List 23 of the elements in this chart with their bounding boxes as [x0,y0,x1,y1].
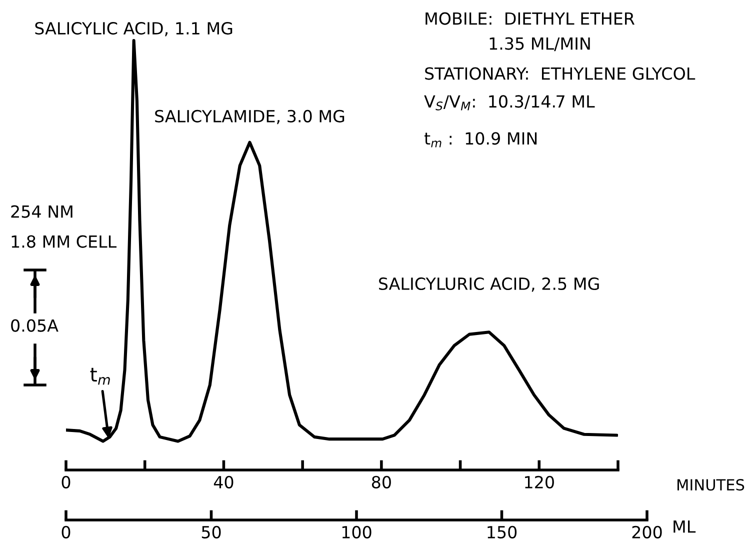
text: 0.05A [11,319,58,332]
annotation: SALICYLIC ACID, 1.1 MG [35,22,232,36]
annotation: SALICYLAMIDE, 3.0 MG [155,110,344,124]
annotation: 254 NM [11,205,72,218]
annotation: STATIONARY: ETHYLENE GLYCOL [425,67,696,80]
annotation: SALICYLURIC ACID, 2.5 MG [379,277,599,292]
x2-tick-label: 50 [202,526,221,538]
annotation: V$_{S}$/V$_{M}$: 10.3/14.7 ML [424,95,595,110]
x-tick-label: 80 [372,476,391,488]
x-tick-label: 120 [525,476,554,488]
annotation: t$_{m}$ [90,368,110,385]
text: MOBILE: DIETHYL ETHER [426,12,635,25]
x2-tick-label: 200 [632,526,662,538]
x2-tick-label: 100 [342,526,372,538]
x-tick-label: 40 [214,476,234,488]
x-tick-label: 0 [62,476,70,488]
x2-axis-title: ML [674,520,696,533]
x2-tick-label: 0 [62,526,70,538]
annotation: t$_{m}$ : 10.9 MIN [424,132,537,148]
annotation: 1.35 ML/MIN [490,37,590,52]
x-axis-title: MINUTES [678,479,744,491]
x2-tick-label: 150 [488,526,517,538]
annotation: 1.8 MM CELL [12,235,117,248]
